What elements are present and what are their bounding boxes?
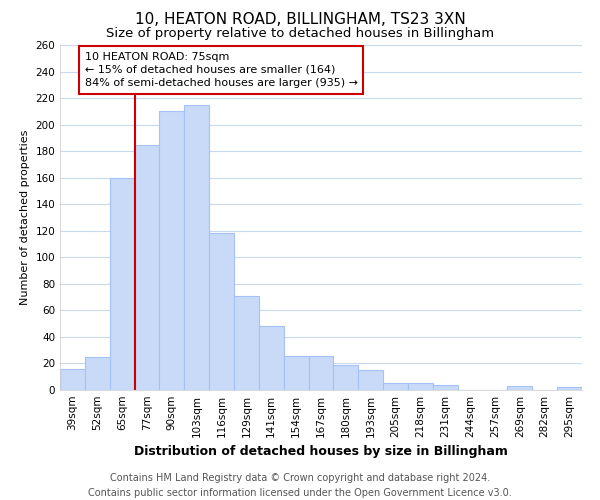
Bar xyxy=(284,356,308,390)
Bar xyxy=(408,384,433,390)
Bar xyxy=(184,104,209,390)
Bar xyxy=(383,384,408,390)
Bar xyxy=(358,370,383,390)
Bar xyxy=(259,326,284,390)
Bar xyxy=(557,388,582,390)
Bar xyxy=(433,384,458,390)
X-axis label: Distribution of detached houses by size in Billingham: Distribution of detached houses by size … xyxy=(134,446,508,458)
Text: Size of property relative to detached houses in Billingham: Size of property relative to detached ho… xyxy=(106,28,494,40)
Text: Contains HM Land Registry data © Crown copyright and database right 2024.
Contai: Contains HM Land Registry data © Crown c… xyxy=(88,472,512,498)
Bar xyxy=(234,296,259,390)
Bar xyxy=(110,178,134,390)
Bar xyxy=(334,365,358,390)
Text: 10, HEATON ROAD, BILLINGHAM, TS23 3XN: 10, HEATON ROAD, BILLINGHAM, TS23 3XN xyxy=(134,12,466,28)
Bar xyxy=(85,357,110,390)
Bar xyxy=(134,144,160,390)
Text: 10 HEATON ROAD: 75sqm
← 15% of detached houses are smaller (164)
84% of semi-det: 10 HEATON ROAD: 75sqm ← 15% of detached … xyxy=(85,52,358,88)
Bar xyxy=(209,234,234,390)
Bar xyxy=(160,112,184,390)
Y-axis label: Number of detached properties: Number of detached properties xyxy=(20,130,30,305)
Bar xyxy=(508,386,532,390)
Bar xyxy=(60,369,85,390)
Bar xyxy=(308,356,334,390)
